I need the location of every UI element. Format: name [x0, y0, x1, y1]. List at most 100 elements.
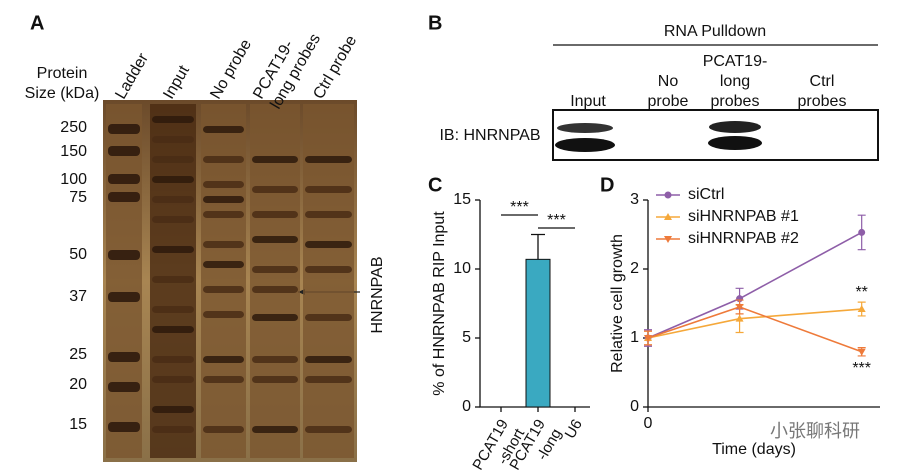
gel-band — [152, 376, 194, 383]
size-marker: 150 — [60, 143, 87, 160]
sig-label: *** — [547, 212, 566, 229]
y-tick-label: 10 — [453, 260, 471, 277]
gel-band — [252, 266, 298, 273]
gel-band — [305, 186, 352, 193]
gel-band — [203, 261, 244, 268]
y-tick-label: 0 — [630, 398, 639, 415]
point — [735, 314, 744, 322]
y-tick-label: 1 — [630, 329, 639, 346]
size-marker: 20 — [69, 376, 87, 393]
column-label: PCAT19-long probes — [703, 53, 768, 110]
lane-label: PCAT19-long probes — [250, 21, 324, 112]
x-tick-label: U6 — [562, 416, 586, 441]
lane-label: Input — [160, 62, 193, 102]
gel-band — [108, 422, 140, 432]
legend-marker — [664, 236, 672, 243]
column-label: No probe — [648, 73, 689, 110]
x-axis-label: Time (days) — [712, 441, 796, 458]
gel-band — [252, 356, 298, 363]
y-tick-label: 5 — [462, 329, 471, 346]
panel-label: C — [428, 174, 442, 196]
gel-band — [305, 356, 352, 363]
size-marker: 75 — [69, 189, 87, 206]
gel-band — [108, 352, 140, 362]
gel-band — [305, 211, 352, 218]
gel-band — [252, 186, 298, 193]
blot-frame — [552, 109, 879, 161]
gel-band — [252, 286, 298, 293]
size-marker: 50 — [69, 246, 87, 263]
sig-label: *** — [510, 199, 529, 216]
y-axis-label: % of HNRNPAB RIP Input — [431, 211, 448, 396]
pulldown-title: RNA Pulldown — [664, 23, 766, 40]
gel-band — [203, 286, 244, 293]
point — [857, 305, 866, 313]
point — [858, 228, 866, 236]
gel-band — [203, 156, 244, 163]
gel-band — [203, 211, 244, 218]
series-line — [647, 306, 862, 353]
panel-label: B — [428, 12, 442, 34]
y-axis-label: Relative cell growth — [609, 234, 626, 373]
point — [644, 335, 652, 342]
gel-band — [305, 241, 352, 248]
y-tick-label: 2 — [630, 260, 639, 277]
gel-band — [152, 356, 194, 363]
gel-band — [252, 314, 298, 321]
gel-band — [108, 250, 140, 260]
gel-band — [203, 311, 244, 318]
gel-band — [203, 181, 244, 188]
legend-marker — [664, 191, 672, 199]
y-tick-label: 15 — [453, 191, 471, 208]
gel-band — [203, 356, 244, 363]
gel-band — [252, 376, 298, 383]
error-bar — [531, 233, 545, 260]
legend-label: siCtrl — [688, 186, 724, 203]
panel-label: D — [600, 174, 614, 196]
blot-band — [709, 121, 761, 133]
gel-lane — [106, 104, 142, 458]
arrow-label: HNRNPAB — [369, 256, 386, 333]
gel-band — [152, 326, 194, 333]
point — [857, 348, 866, 356]
size-marker: 100 — [60, 171, 87, 188]
gel-band — [108, 124, 140, 134]
gel-band — [252, 426, 298, 433]
x-tick-label: 0 — [644, 415, 653, 432]
gel-band — [152, 196, 194, 203]
gel-band — [203, 241, 244, 248]
gel-band — [152, 136, 194, 143]
y-tick-label: 3 — [630, 191, 639, 208]
gel-band — [152, 246, 194, 253]
gel-band — [108, 382, 140, 392]
point — [735, 303, 744, 311]
gel-band — [305, 156, 352, 163]
gel-band — [152, 116, 194, 123]
y-tick-label: 0 — [462, 398, 471, 415]
gel-band — [152, 176, 194, 183]
gel-band — [152, 426, 194, 433]
gel-band — [152, 156, 194, 163]
size-marker: 15 — [69, 416, 87, 433]
legend-label: siHNRNPAB #1 — [688, 208, 799, 225]
gel-band — [203, 126, 244, 133]
size-title: Protein Size (kDa) — [25, 65, 100, 102]
legend-label: siHNRNPAB #2 — [688, 230, 799, 247]
row-label: IB: HNRNPAB — [439, 127, 540, 144]
gel-band — [152, 306, 194, 313]
series-line — [647, 231, 863, 339]
gel-band — [108, 146, 140, 156]
size-marker: 37 — [69, 288, 87, 305]
gel-band — [305, 314, 352, 321]
sig-label: *** — [852, 360, 871, 377]
lane-label: Ladder — [112, 50, 152, 102]
gel-band — [152, 276, 194, 283]
gel-band — [203, 426, 244, 433]
size-marker: 25 — [69, 346, 87, 363]
gel-band — [252, 156, 298, 163]
blot-band — [557, 123, 613, 133]
bar — [525, 258, 551, 408]
watermark: 小张聊科研 — [770, 421, 860, 441]
